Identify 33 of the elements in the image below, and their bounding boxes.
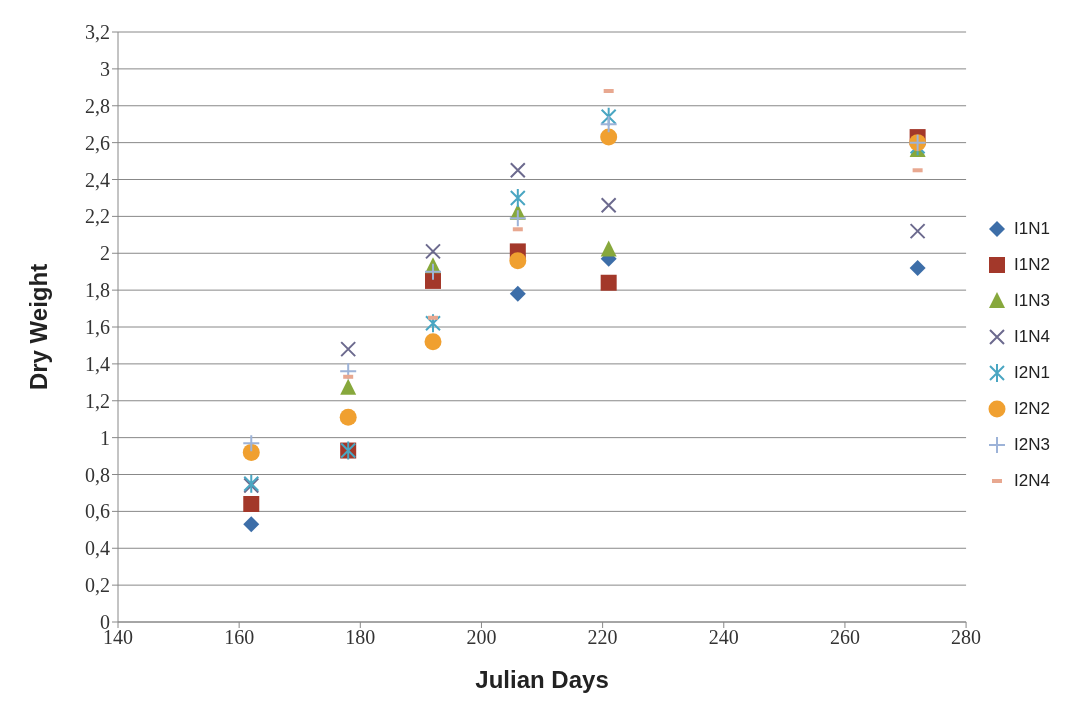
x-tick-label: 260	[829, 626, 860, 649]
legend-label: I2N3	[1014, 435, 1050, 455]
x-tick-label: 200	[466, 626, 497, 649]
legend-label: I2N2	[1014, 399, 1050, 419]
y-tick-label: 0,6	[85, 500, 110, 523]
y-tick-label: 3,2	[85, 21, 110, 44]
y-tick-label: 3	[100, 57, 110, 80]
x-tick-label: 240	[708, 626, 739, 649]
y-axis-title: Dry Weight	[24, 263, 52, 391]
legend-label: I1N2	[1014, 255, 1050, 275]
y-tick-label: 2,4	[85, 168, 110, 191]
y-tick-label: 2,2	[85, 205, 110, 228]
y-tick-label: 0,4	[85, 537, 110, 560]
y-tick-label: 1,8	[85, 279, 110, 302]
y-tick-label: 0,2	[85, 574, 110, 597]
x-tick-label: 280	[951, 626, 982, 649]
y-tick-label: 1,6	[85, 316, 110, 339]
y-tick-label: 1	[100, 426, 110, 449]
y-tick-label: 1,4	[85, 352, 110, 375]
legend-label: I1N1	[1014, 219, 1050, 239]
y-tick-label: 0,8	[85, 463, 110, 486]
y-tick-label: 2	[100, 242, 110, 265]
y-tick-label: 2,8	[85, 94, 110, 117]
x-tick-label: 220	[587, 626, 618, 649]
legend-label: I1N4	[1014, 327, 1050, 347]
x-axis-title: Julian Days	[475, 666, 609, 693]
x-tick-label: 180	[345, 626, 376, 649]
legend-label: I1N3	[1014, 291, 1050, 311]
legend-label: I2N4	[1014, 471, 1050, 491]
y-tick-label: 1,2	[85, 389, 110, 412]
legend-label: I2N1	[1014, 363, 1050, 383]
y-tick-label: 2,6	[85, 131, 110, 154]
x-tick-label: 160	[224, 626, 255, 649]
